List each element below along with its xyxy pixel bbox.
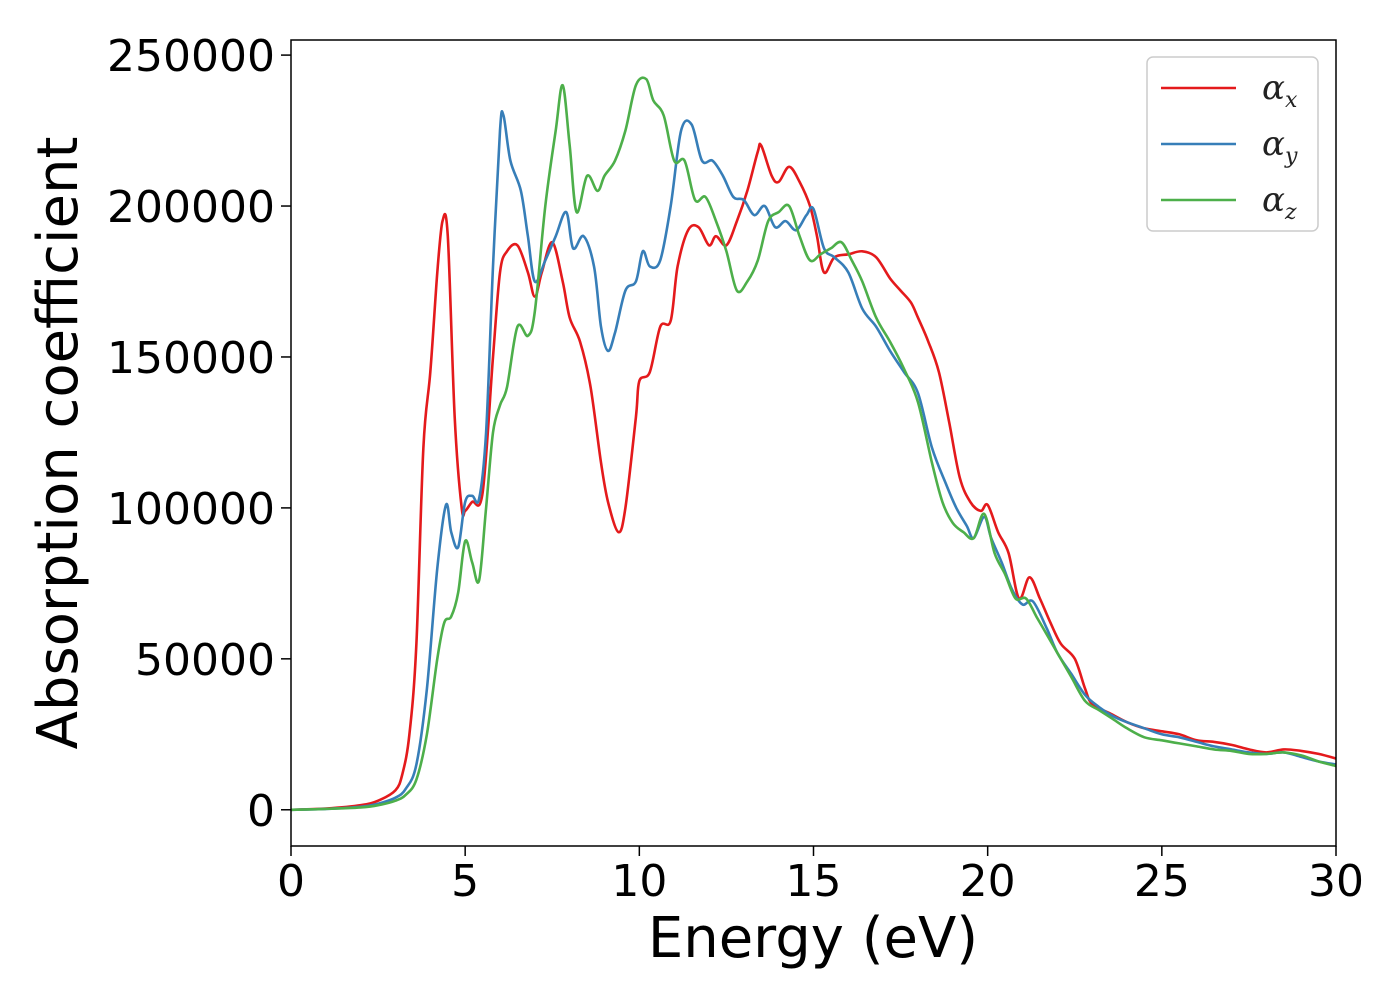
y-tick-label: 250000 bbox=[107, 31, 275, 82]
x-axis-ticks: 0 5 10 15 20 25 30 bbox=[277, 846, 1364, 907]
series-line-alpha-z bbox=[290, 76, 1337, 812]
x-tick-label: 15 bbox=[786, 856, 842, 907]
series-layer bbox=[290, 76, 1337, 812]
x-tick-label: 20 bbox=[960, 856, 1016, 907]
x-tick-label: 5 bbox=[451, 856, 479, 907]
legend: αx αy αz bbox=[1146, 56, 1319, 232]
x-tick-label: 30 bbox=[1308, 856, 1364, 907]
legend-label-alpha-y: αy bbox=[1262, 124, 1298, 169]
x-axis-title: Energy (eV) bbox=[648, 906, 978, 971]
legend-label-alpha-x: αx bbox=[1262, 68, 1298, 113]
y-tick-label: 100000 bbox=[107, 484, 275, 535]
y-tick-label: 150000 bbox=[107, 333, 275, 384]
x-tick-label: 10 bbox=[611, 856, 667, 907]
y-axis-title: Absorption coefficient bbox=[26, 137, 91, 750]
y-tick-label: 0 bbox=[247, 786, 275, 837]
y-axis-ticks: 0 50000 100000 150000 200000 250000 bbox=[107, 31, 291, 837]
y-tick-label: 200000 bbox=[107, 182, 275, 233]
y-tick-label: 50000 bbox=[135, 635, 275, 686]
legend-label-alpha-z: αz bbox=[1262, 180, 1297, 225]
x-tick-label: 0 bbox=[277, 856, 305, 907]
series-line-alpha-y bbox=[290, 110, 1337, 812]
series-line-alpha-x bbox=[290, 142, 1337, 812]
x-tick-label: 25 bbox=[1134, 856, 1190, 907]
